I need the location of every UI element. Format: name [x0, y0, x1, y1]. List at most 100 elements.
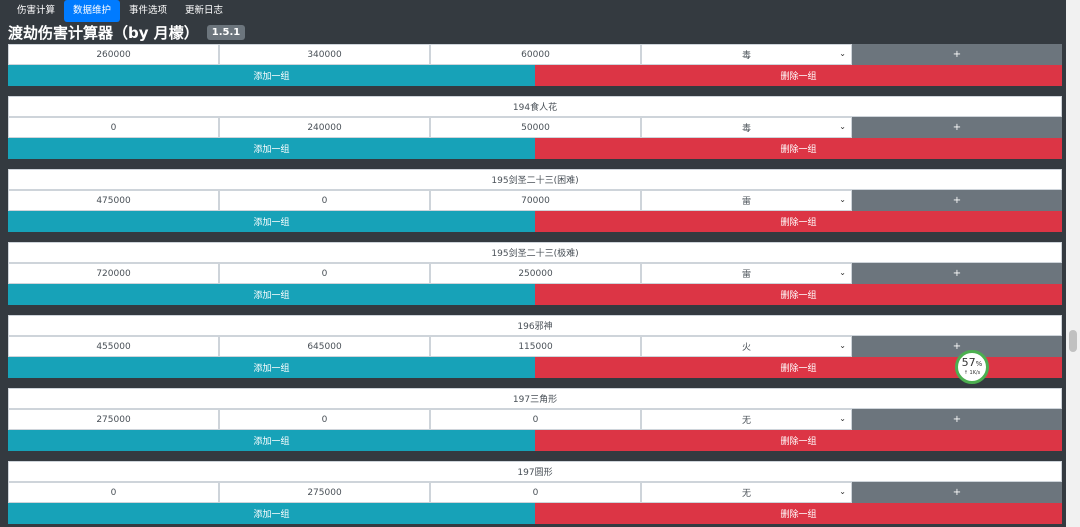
element-select[interactable]: 火 ⌄ — [641, 336, 852, 357]
values-row: 275000 0 0 无 ⌄ + — [8, 409, 1062, 430]
speed-percent-value: 57 — [961, 356, 976, 369]
value-input-1[interactable]: 260000 — [8, 44, 219, 65]
group-actions: 添加一组 删除一组 — [8, 284, 1062, 305]
group-name-input[interactable]: 195剑圣二十三(困难) — [8, 169, 1062, 190]
group-actions: 添加一组 删除一组 — [8, 357, 1062, 378]
data-group: 196邪神 455000 645000 115000 火 ⌄ + 添加一组 删除一… — [8, 315, 1062, 378]
delete-group-button[interactable]: 删除一组 — [535, 430, 1062, 451]
tab-data-maintenance[interactable]: 数据维护 — [64, 0, 121, 22]
group-actions: 添加一组 删除一组 — [8, 211, 1062, 232]
values-row: 0 240000 50000 毒 ⌄ + — [8, 117, 1062, 138]
value-input-3[interactable]: 70000 — [430, 190, 641, 211]
data-group-partial: 260000 340000 60000 毒 ⌄ + 添加一组 删除一组 — [8, 44, 1062, 86]
element-select[interactable]: 毒 ⌄ — [641, 44, 852, 65]
element-select[interactable]: 雷 ⌄ — [641, 263, 852, 284]
plus-button[interactable]: + — [852, 44, 1062, 65]
add-group-button[interactable]: 添加一组 — [8, 503, 535, 524]
chevron-down-icon: ⌄ — [839, 49, 846, 58]
tab-damage-calc[interactable]: 伤害计算 — [17, 5, 56, 16]
value-input-3[interactable]: 0 — [430, 482, 641, 503]
page-header: 渡劫伤害计算器（by 月檬） 1.5.1 — [8, 22, 246, 42]
data-group: 195剑圣二十三(困难) 475000 0 70000 雷 ⌄ + 添加一组 删除… — [8, 169, 1062, 232]
chevron-down-icon: ⌄ — [839, 487, 846, 496]
add-group-button[interactable]: 添加一组 — [8, 138, 535, 159]
value-input-1[interactable]: 720000 — [8, 263, 219, 284]
element-select-value: 毒 — [741, 51, 751, 61]
network-speed-widget[interactable]: 57% ↑ 1K/s — [955, 350, 989, 384]
tab-changelog[interactable]: 更新日志 — [185, 5, 224, 16]
values-row: 720000 0 250000 雷 ⌄ + — [8, 263, 1062, 284]
element-select[interactable]: 毒 ⌄ — [641, 117, 852, 138]
delete-group-button[interactable]: 删除一组 — [535, 138, 1062, 159]
group-actions: 添加一组 删除一组 — [8, 65, 1062, 86]
delete-group-button[interactable]: 删除一组 — [535, 211, 1062, 232]
plus-button[interactable]: + — [852, 117, 1062, 138]
group-name-input[interactable]: 197圆形 — [8, 461, 1062, 482]
delete-group-button[interactable]: 删除一组 — [535, 284, 1062, 305]
chevron-down-icon: ⌄ — [839, 122, 846, 131]
value-input-1[interactable]: 0 — [8, 117, 219, 138]
chevron-down-icon: ⌄ — [839, 414, 846, 423]
value-input-1[interactable]: 0 — [8, 482, 219, 503]
speed-rate: ↑ 1K/s — [963, 370, 981, 376]
values-row: 455000 645000 115000 火 ⌄ + — [8, 336, 1062, 357]
plus-button[interactable]: + — [852, 263, 1062, 284]
value-input-2[interactable]: 0 — [219, 409, 430, 430]
data-group: 197三角形 275000 0 0 无 ⌄ + 添加一组 删除一组 — [8, 388, 1062, 451]
value-input-2[interactable]: 0 — [219, 263, 430, 284]
value-input-1[interactable]: 275000 — [8, 409, 219, 430]
delete-group-button[interactable]: 删除一组 — [535, 65, 1062, 86]
delete-group-button[interactable]: 删除一组 — [535, 503, 1062, 524]
group-name-input[interactable]: 194食人花 — [8, 96, 1062, 117]
element-select[interactable]: 雷 ⌄ — [641, 190, 852, 211]
value-input-2[interactable]: 275000 — [219, 482, 430, 503]
value-input-2[interactable]: 0 — [219, 190, 430, 211]
value-input-3[interactable]: 60000 — [430, 44, 641, 65]
values-row: 475000 0 70000 雷 ⌄ + — [8, 190, 1062, 211]
value-input-3[interactable]: 115000 — [430, 336, 641, 357]
speed-percent: 57% — [962, 357, 983, 370]
data-group: 194食人花 0 240000 50000 毒 ⌄ + 添加一组 删除一组 — [8, 96, 1062, 159]
group-actions: 添加一组 删除一组 — [8, 503, 1062, 524]
element-select-value: 雷 — [741, 197, 751, 207]
value-input-2[interactable]: 340000 — [219, 44, 430, 65]
value-input-1[interactable]: 475000 — [8, 190, 219, 211]
value-input-3[interactable]: 50000 — [430, 117, 641, 138]
plus-button[interactable]: + — [852, 409, 1062, 430]
group-actions: 添加一组 删除一组 — [8, 430, 1062, 451]
delete-group-button[interactable]: 删除一组 — [535, 357, 1062, 378]
data-group: 197圆形 0 275000 0 无 ⌄ + 添加一组 删除一组 — [8, 461, 1062, 524]
add-group-button[interactable]: 添加一组 — [8, 430, 535, 451]
plus-button[interactable]: + — [852, 336, 1062, 357]
plus-button[interactable]: + — [852, 190, 1062, 211]
version-badge: 1.5.1 — [206, 24, 246, 40]
plus-button[interactable]: + — [852, 482, 1062, 503]
speed-percent-unit: % — [975, 360, 983, 368]
scrollbar-thumb[interactable] — [1069, 330, 1077, 352]
add-group-button[interactable]: 添加一组 — [8, 357, 535, 378]
tab-event-options[interactable]: 事件选项 — [129, 5, 168, 16]
value-input-1[interactable]: 455000 — [8, 336, 219, 357]
add-group-button[interactable]: 添加一组 — [8, 284, 535, 305]
element-select[interactable]: 无 ⌄ — [641, 482, 852, 503]
element-select-value: 无 — [741, 416, 751, 426]
element-select[interactable]: 无 ⌄ — [641, 409, 852, 430]
group-name-input[interactable]: 197三角形 — [8, 388, 1062, 409]
element-select-value: 火 — [741, 343, 751, 353]
values-row: 0 275000 0 无 ⌄ + — [8, 482, 1062, 503]
scrollbar[interactable] — [1066, 0, 1080, 527]
add-group-button[interactable]: 添加一组 — [8, 65, 535, 86]
add-group-button[interactable]: 添加一组 — [8, 211, 535, 232]
element-select-value: 雷 — [741, 270, 751, 280]
value-input-2[interactable]: 645000 — [219, 336, 430, 357]
group-name-input[interactable]: 195剑圣二十三(极难) — [8, 242, 1062, 263]
chevron-down-icon: ⌄ — [839, 341, 846, 350]
value-input-3[interactable]: 0 — [430, 409, 641, 430]
page-title: 渡劫伤害计算器（by 月檬） — [8, 23, 199, 42]
group-name-input[interactable]: 196邪神 — [8, 315, 1062, 336]
value-input-2[interactable]: 240000 — [219, 117, 430, 138]
element-select-value: 无 — [741, 489, 751, 499]
value-input-3[interactable]: 250000 — [430, 263, 641, 284]
top-nav: 伤害计算 数据维护 事件选项 更新日志 — [0, 0, 232, 22]
chevron-down-icon: ⌄ — [839, 195, 846, 204]
